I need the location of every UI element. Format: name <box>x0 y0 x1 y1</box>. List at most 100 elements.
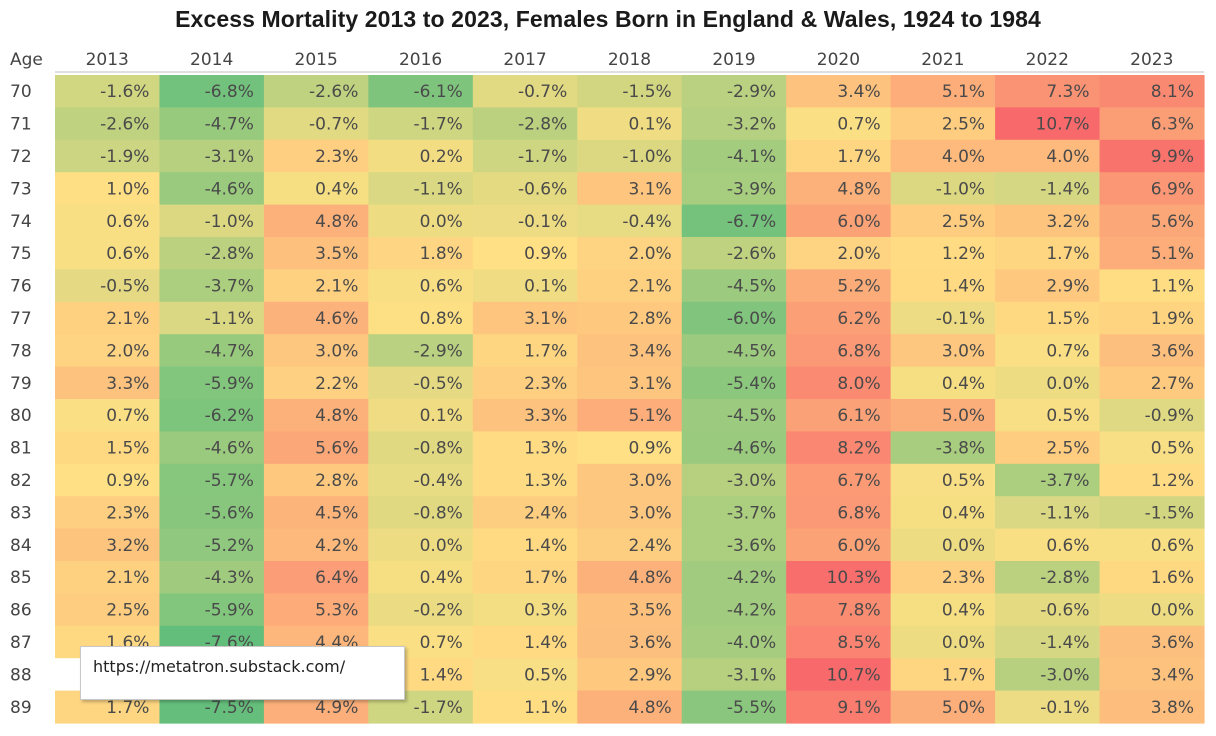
heatmap-cell <box>263 463 369 497</box>
heatmap-cell <box>786 75 892 108</box>
cell-value: -2.6% <box>100 115 149 135</box>
cell-value: 2.5% <box>942 115 985 135</box>
cell-value: -4.5% <box>727 406 776 426</box>
cell-value: -3.7% <box>1040 471 1089 491</box>
heatmap-cell <box>55 561 161 594</box>
heatmap-cell <box>786 593 892 627</box>
row-label-88: 88 <box>10 665 32 685</box>
row-label-75: 75 <box>10 244 32 264</box>
cell-value: 0.7% <box>1046 341 1089 361</box>
url-text: https://metatron.substack.com/ <box>93 657 346 676</box>
cell-value: 2.0% <box>629 244 672 264</box>
cell-value: -3.0% <box>1040 665 1089 685</box>
cell-value: 3.4% <box>1151 665 1194 685</box>
cell-value: -0.8% <box>413 503 462 523</box>
heatmap-cell <box>55 269 161 303</box>
heatmap-cell <box>368 139 474 173</box>
heatmap-cell <box>1099 561 1205 594</box>
cell-value: 0.4% <box>315 179 358 199</box>
heatmap-cell <box>890 593 996 627</box>
heatmap-cell <box>786 625 892 659</box>
cell-value: 4.6% <box>315 309 358 329</box>
cell-value: 2.9% <box>1046 277 1089 297</box>
cell-value: 2.1% <box>629 277 672 297</box>
heatmap-cell <box>890 301 996 335</box>
cell-value: -4.6% <box>205 439 254 459</box>
heatmap-cell <box>786 301 892 335</box>
heatmap-cell <box>786 139 892 173</box>
cell-value: 3.0% <box>629 471 672 491</box>
cell-value: 6.9% <box>1151 179 1194 199</box>
heatmap-cell <box>472 463 578 497</box>
heatmap-cell <box>995 463 1101 497</box>
heatmap-cell <box>577 107 683 141</box>
cell-value: -4.0% <box>727 633 776 653</box>
cell-value: -0.5% <box>413 374 462 394</box>
cell-value: 4.0% <box>1046 147 1089 167</box>
cell-value: -1.4% <box>1040 633 1089 653</box>
heatmap-cell <box>681 204 787 238</box>
heatmap-cell <box>263 496 369 530</box>
cell-value: 8.1% <box>1151 82 1194 102</box>
cell-value: 3.1% <box>629 179 672 199</box>
heatmap-cell <box>577 690 683 724</box>
heatmap-cell <box>472 334 578 368</box>
heatmap-cell <box>995 75 1101 108</box>
cell-value: -3.2% <box>727 115 776 135</box>
row-label-80: 80 <box>10 406 32 426</box>
heatmap-cell <box>159 204 265 238</box>
heatmap-cell <box>368 399 474 432</box>
heatmap-cell <box>786 366 892 400</box>
heatmap-cell <box>577 269 683 303</box>
cell-value: 4.5% <box>315 503 358 523</box>
heatmap-cell <box>995 496 1101 530</box>
cell-value: 0.5% <box>524 665 567 685</box>
heatmap-cell <box>55 107 161 141</box>
cell-value: 10.7% <box>827 665 881 685</box>
heatmap-cell <box>472 625 578 659</box>
cell-value: -1.0% <box>205 212 254 232</box>
heatmap-cell <box>995 399 1101 432</box>
heatmap-cell <box>159 139 265 173</box>
cell-value: 1.3% <box>524 439 567 459</box>
cell-value: 0.9% <box>106 471 149 491</box>
cell-value: 1.0% <box>106 179 149 199</box>
cell-value: 8.5% <box>837 633 880 653</box>
heatmap-cell <box>890 561 996 594</box>
cell-value: 0.4% <box>942 601 985 621</box>
heatmap-cell <box>681 75 787 108</box>
cell-value: -3.7% <box>205 277 254 297</box>
heatmap-cell <box>577 625 683 659</box>
heatmap-cell <box>890 690 996 724</box>
heatmap-cell <box>890 463 996 497</box>
row-label-87: 87 <box>10 633 32 653</box>
cell-value: 1.5% <box>106 439 149 459</box>
cell-value: 9.9% <box>1151 147 1194 167</box>
heatmap-cell <box>786 658 892 692</box>
heatmap-cell <box>786 237 892 270</box>
heatmap-cell <box>55 463 161 497</box>
cell-value: -2.6% <box>727 244 776 264</box>
cell-value: 1.4% <box>524 633 567 653</box>
cell-value: -6.2% <box>205 406 254 426</box>
cell-value: 0.0% <box>420 212 463 232</box>
cell-value: -0.6% <box>1040 601 1089 621</box>
heatmap-cell <box>472 561 578 594</box>
column-header-2022: 2022 <box>1026 50 1069 70</box>
heatmap-cell <box>263 301 369 335</box>
cell-value: 0.0% <box>1151 601 1194 621</box>
column-header-2021: 2021 <box>921 50 964 70</box>
heatmap-cell <box>263 204 369 238</box>
heatmap-cell <box>681 172 787 206</box>
heatmap-cell <box>263 75 369 108</box>
cell-value: 2.8% <box>629 309 672 329</box>
row-label-79: 79 <box>10 374 32 394</box>
cell-value: -3.9% <box>727 179 776 199</box>
cell-value: 0.7% <box>837 115 880 135</box>
heatmap-cell <box>368 269 474 303</box>
cell-value: 0.3% <box>524 601 567 621</box>
heatmap-cell <box>55 172 161 206</box>
heatmap-cell <box>55 75 161 108</box>
heatmap-cell <box>472 269 578 303</box>
cell-value: 1.1% <box>1151 277 1194 297</box>
